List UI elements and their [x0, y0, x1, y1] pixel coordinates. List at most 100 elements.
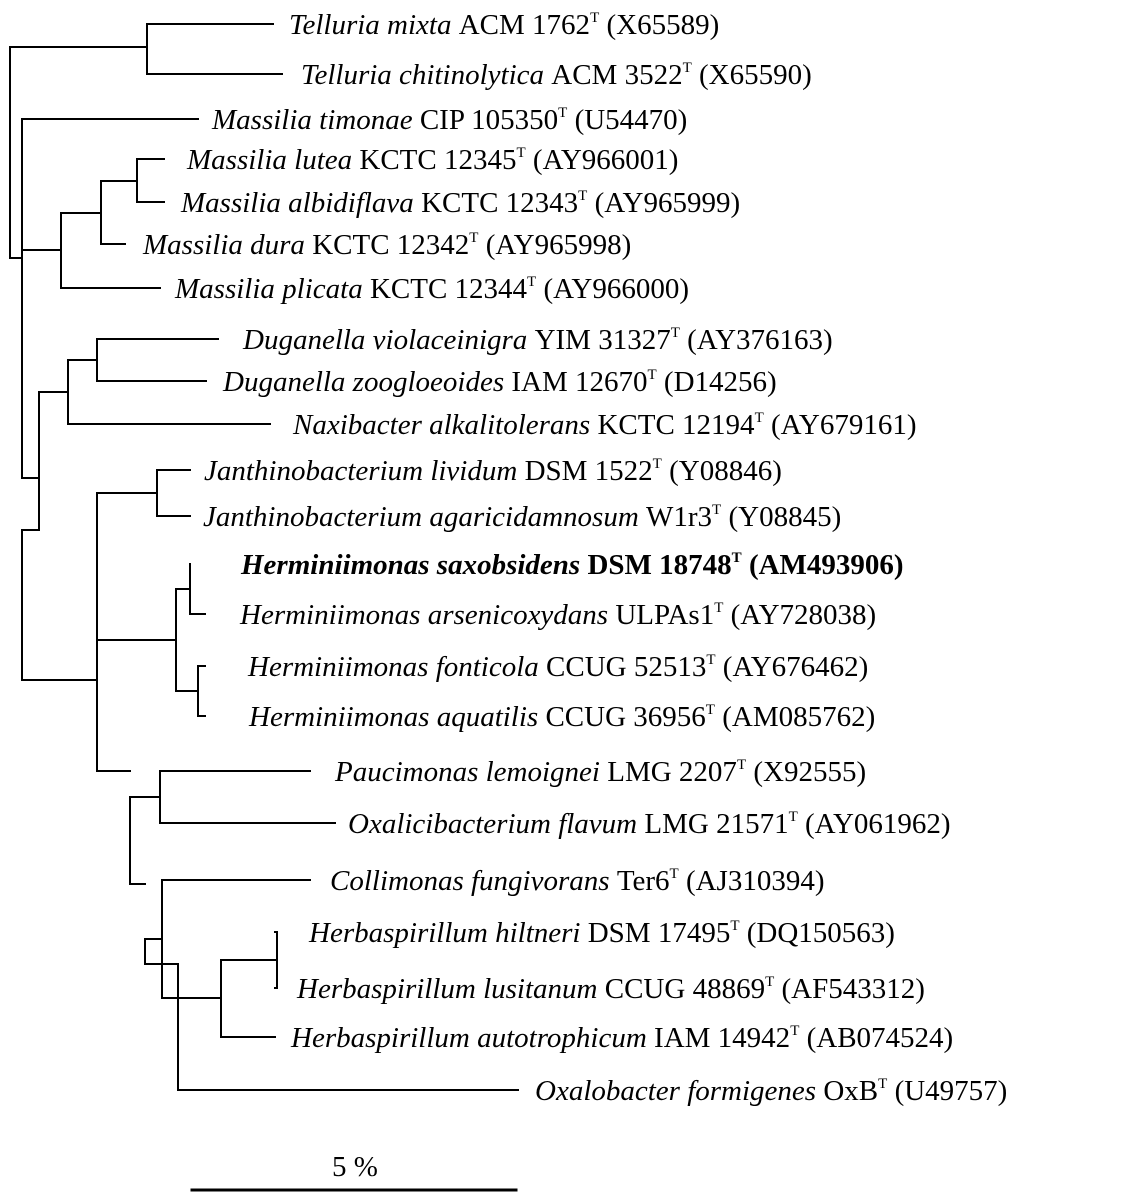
accession-number: (AY966001) — [526, 144, 679, 176]
taxon-label: Oxalobacter formigenes OxBT (U49757) — [535, 1075, 1007, 1107]
species-name: Massilia timonae — [211, 104, 420, 136]
accession-number: (U54470) — [567, 104, 687, 136]
species-name: Duganella zoogloeoides — [222, 366, 511, 398]
type-strain-mark: T — [732, 550, 742, 566]
accession-number: (AY376163) — [680, 324, 833, 356]
accession-number: (AY679161) — [764, 409, 917, 441]
strain-designation: ULPAs1 — [615, 599, 714, 631]
species-name: Paucimonas lemoignei — [334, 756, 607, 788]
taxon-label: Herbaspirillum lusitanum CCUG 48869T (AF… — [296, 973, 925, 1005]
type-strain-mark: T — [755, 410, 764, 426]
type-strain-mark: T — [527, 274, 536, 290]
strain-designation: KCTC 12342 — [312, 229, 469, 261]
strain-designation: DSM 1522 — [525, 455, 653, 487]
species-name: Duganella violaceinigra — [242, 324, 535, 356]
species-name: Herminiimonas fonticola — [247, 651, 546, 683]
species-name: Naxibacter alkalitolerans — [292, 409, 597, 441]
accession-number: (AY966000) — [536, 273, 689, 305]
type-strain-mark: T — [706, 652, 715, 668]
taxon-label: Massilia albidiflava KCTC 12343T (AY9659… — [180, 187, 740, 219]
taxon-label: Herbaspirillum hiltneri DSM 17495T (DQ15… — [308, 917, 895, 949]
taxon-label: Duganella violaceinigra YIM 31327T (AY37… — [242, 324, 833, 356]
accession-number: (AY965998) — [478, 229, 631, 261]
species-name: Telluria mixta — [289, 9, 459, 41]
species-name: Herbaspirillum autotrophicum — [290, 1022, 654, 1054]
species-name: Massilia albidiflava — [180, 187, 421, 219]
strain-designation: DSM 17495 — [588, 917, 731, 949]
accession-number: (AM085762) — [715, 701, 875, 733]
strain-designation: Ter6 — [617, 865, 670, 897]
type-strain-mark: T — [765, 974, 774, 990]
type-strain-mark: T — [590, 10, 599, 26]
type-strain-mark: T — [653, 456, 662, 472]
taxon-label: Telluria chitinolytica ACM 3522T (X65590… — [301, 59, 812, 91]
taxon-label: Naxibacter alkalitolerans KCTC 12194T (A… — [292, 409, 917, 441]
strain-designation: CCUG 36956 — [545, 701, 705, 733]
species-name: Janthinobacterium agaricidamnosum — [203, 501, 646, 533]
strain-designation: CIP 105350 — [420, 104, 558, 136]
type-strain-mark: T — [730, 918, 739, 934]
taxon-label: Herminiimonas saxobsidens DSM 18748T (AM… — [240, 549, 904, 581]
species-name: Oxalicibacterium flavum — [348, 808, 644, 840]
type-strain-mark: T — [683, 60, 692, 76]
accession-number: (X92555) — [746, 756, 866, 788]
type-strain-mark: T — [737, 757, 746, 773]
accession-number: (AY061962) — [798, 808, 951, 840]
strain-designation: LMG 21571 — [644, 808, 788, 840]
strain-designation: W1r3 — [646, 501, 712, 533]
type-strain-mark: T — [712, 502, 721, 518]
species-name: Herbaspirillum lusitanum — [296, 973, 605, 1005]
accession-number: (DQ150563) — [740, 917, 895, 949]
accession-number: (X65590) — [692, 59, 812, 91]
type-strain-mark: T — [671, 325, 680, 341]
type-strain-mark: T — [670, 866, 679, 882]
taxon-label: Massilia timonae CIP 105350T (U54470) — [211, 104, 687, 136]
strain-designation: CCUG 52513 — [546, 651, 706, 683]
species-name: Collimonas fungivorans — [330, 865, 617, 897]
accession-number: (AF543312) — [774, 973, 925, 1005]
accession-number: (AJ310394) — [679, 865, 825, 897]
species-name: Herminiimonas aquatilis — [248, 701, 545, 733]
strain-designation: KCTC 12345 — [359, 144, 516, 176]
strain-designation: LMG 2207 — [607, 756, 737, 788]
strain-designation: YIM 31327 — [535, 324, 671, 356]
species-name: Janthinobacterium lividum — [204, 455, 525, 487]
type-strain-mark: T — [578, 188, 587, 204]
strain-designation: IAM 14942 — [654, 1022, 790, 1054]
strain-designation: IAM 12670 — [511, 366, 647, 398]
species-name: Herbaspirillum hiltneri — [308, 917, 588, 949]
type-strain-mark: T — [790, 1023, 799, 1039]
type-strain-mark: T — [714, 600, 723, 616]
type-strain-mark: T — [878, 1076, 887, 1092]
accession-number: (AM493906) — [742, 549, 904, 581]
species-name: Massilia plicata — [174, 273, 370, 305]
taxon-label: Telluria mixta ACM 1762T (X65589) — [289, 9, 719, 41]
accession-number: (AB074524) — [799, 1022, 953, 1054]
accession-number: (AY728038) — [723, 599, 876, 631]
taxon-label: Collimonas fungivorans Ter6T (AJ310394) — [330, 865, 825, 897]
type-strain-mark: T — [469, 230, 478, 246]
accession-number: (AY965999) — [587, 187, 740, 219]
taxon-label: Herminiimonas arsenicoxydans ULPAs1T (AY… — [239, 599, 876, 631]
strain-designation: KCTC 12194 — [597, 409, 755, 441]
scale-bar-label: 5 % — [332, 1151, 378, 1183]
species-name: Massilia lutea — [186, 144, 359, 176]
type-strain-mark: T — [789, 809, 798, 825]
accession-number: (X65589) — [599, 9, 719, 41]
species-name: Massilia dura — [142, 229, 312, 261]
strain-designation: KCTC 12344 — [370, 273, 528, 305]
taxon-label: Massilia lutea KCTC 12345T (AY966001) — [186, 144, 678, 176]
species-name: Herminiimonas arsenicoxydans — [239, 599, 615, 631]
species-name: Oxalobacter formigenes — [535, 1075, 823, 1107]
taxon-label: Duganella zoogloeoides IAM 12670T (D1425… — [222, 366, 777, 398]
tree-branches — [9, 23, 519, 1091]
type-strain-mark: T — [516, 145, 525, 161]
taxon-label: Janthinobacterium agaricidamnosum W1r3T … — [203, 501, 841, 533]
accession-number: (D14256) — [657, 366, 777, 398]
taxon-label: Herbaspirillum autotrophicum IAM 14942T … — [290, 1022, 953, 1054]
taxon-label: Herminiimonas fonticola CCUG 52513T (AY6… — [247, 651, 868, 683]
species-name: Herminiimonas saxobsidens — [240, 549, 587, 581]
type-strain-mark: T — [648, 367, 657, 383]
accession-number: (Y08846) — [662, 455, 782, 487]
